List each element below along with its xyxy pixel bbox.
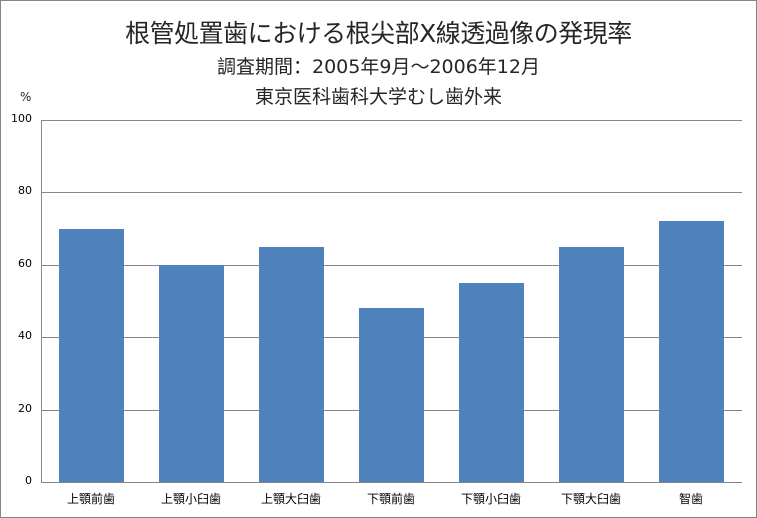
y-tick-label: 40 <box>18 329 32 343</box>
y-tick-label: 60 <box>18 256 32 270</box>
x-tick-label: 下顎小臼歯 <box>460 492 521 506</box>
gridline <box>41 482 742 483</box>
bar <box>59 228 124 482</box>
plot-area <box>41 120 742 483</box>
y-tick-label: 0 <box>25 474 32 487</box>
x-tick-label: 下顎大臼歯 <box>560 492 621 506</box>
y-tick-label: 100 <box>11 112 32 125</box>
bar <box>359 308 424 482</box>
y-axis-line <box>41 120 42 483</box>
chart-subtitle-period: 調査期間：2005年9月～2006年12月 <box>217 56 540 78</box>
x-tick-label: 上顎小臼歯 <box>160 492 221 506</box>
x-tick-label: 智歯 <box>678 492 703 506</box>
chart-title: 根管処置歯における根尖部X線透過像の発現率 <box>125 19 632 48</box>
bar <box>559 246 624 482</box>
y-tick-label: 20 <box>18 401 32 415</box>
x-tick-label: 上顎大臼歯 <box>260 492 321 506</box>
gridline <box>41 120 742 121</box>
chart-subtitle-institution: 東京医科歯科大学むし歯外来 <box>254 86 502 108</box>
y-tick-label: 80 <box>18 184 32 198</box>
bar <box>659 221 724 482</box>
x-tick-label: 下顎前歯 <box>366 492 415 506</box>
bar <box>259 246 324 482</box>
gridline <box>41 192 742 194</box>
x-tick-label: 上顎前歯 <box>66 492 115 506</box>
gridline <box>41 264 742 266</box>
bar <box>159 264 224 482</box>
y-axis-unit-label: % <box>20 90 32 104</box>
bar <box>459 282 524 482</box>
